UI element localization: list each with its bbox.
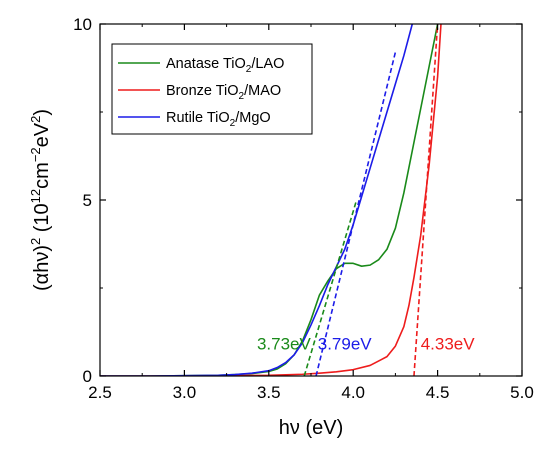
legend-anatase-pre: Anatase TiO bbox=[166, 56, 246, 72]
x-tick-label-0: 2.5 bbox=[88, 383, 112, 402]
annotation-0: 3.73eV bbox=[257, 335, 312, 354]
axes-layer: 2.5 3.0 3.5 4.0 4.5 5.0 0 5 10 bbox=[73, 15, 534, 402]
fit-line-0 bbox=[303, 199, 358, 376]
legend-text-bronze: Bronze TiO2/MAO bbox=[166, 83, 281, 102]
fit-layer bbox=[303, 24, 439, 376]
series-line-2 bbox=[100, 24, 414, 376]
legend-text-rutile: Rutile TiO2/MgO bbox=[166, 110, 271, 129]
y-label-exp1: 2 bbox=[28, 238, 43, 245]
annotation-2: 4.33eV bbox=[421, 335, 476, 354]
legend-rutile-pre: Rutile TiO bbox=[166, 110, 230, 126]
legend-entry-rutile: Rutile TiO2/MgO bbox=[118, 110, 271, 129]
annotation-layer: 3.73eV 3.79eV 4.33eV bbox=[257, 335, 475, 354]
series-line-1 bbox=[100, 24, 442, 376]
annotation-1: 3.79eV bbox=[318, 335, 373, 354]
legend-bronze-post: /MAO bbox=[244, 83, 281, 99]
y-label-mid2: cm bbox=[31, 162, 53, 189]
y-label-exp3: −2 bbox=[28, 147, 43, 162]
series-layer bbox=[100, 24, 442, 376]
legend-entry-bronze: Bronze TiO2/MAO bbox=[118, 83, 281, 102]
y-label-base: (αhν) bbox=[31, 245, 53, 291]
x-tick-label-5: 5.0 bbox=[510, 383, 534, 402]
legend-anatase-post: /LAO bbox=[251, 56, 284, 72]
legend: Anatase TiO2/LAO Bronze TiO2/MAO Rutile … bbox=[111, 43, 313, 135]
y-tick-label-1: 5 bbox=[83, 191, 92, 210]
y-label-mid3: eV bbox=[31, 122, 53, 147]
legend-bronze-sub: 2 bbox=[239, 91, 245, 102]
x-axis-label: hν (eV) bbox=[279, 417, 343, 439]
legend-entry-anatase: Anatase TiO2/LAO bbox=[118, 56, 284, 75]
y-tick-label-2: 10 bbox=[73, 15, 92, 34]
y-label-mid: (10 bbox=[31, 203, 53, 237]
y-label-exp4: 2 bbox=[28, 116, 43, 123]
legend-bronze-pre: Bronze TiO bbox=[166, 83, 239, 99]
y-label-end: ) bbox=[31, 109, 53, 116]
legend-box bbox=[111, 43, 313, 135]
y-label-exp2: 12 bbox=[28, 189, 43, 203]
legend-rutile-post: /MgO bbox=[235, 110, 270, 126]
x-tick-label-1: 3.0 bbox=[173, 383, 197, 402]
legend-rutile-sub: 2 bbox=[230, 118, 236, 129]
legend-anatase-sub: 2 bbox=[246, 64, 252, 75]
legend-text-anatase: Anatase TiO2/LAO bbox=[166, 56, 284, 75]
x-tick-label-4: 4.5 bbox=[426, 383, 450, 402]
fit-line-1 bbox=[413, 24, 439, 376]
x-tick-label-3: 4.0 bbox=[341, 383, 365, 402]
y-axis-label: (αhν)2 (1012cm−2eV2) bbox=[28, 109, 53, 291]
y-tick-label-0: 0 bbox=[83, 367, 92, 386]
x-tick-label-2: 3.5 bbox=[257, 383, 281, 402]
